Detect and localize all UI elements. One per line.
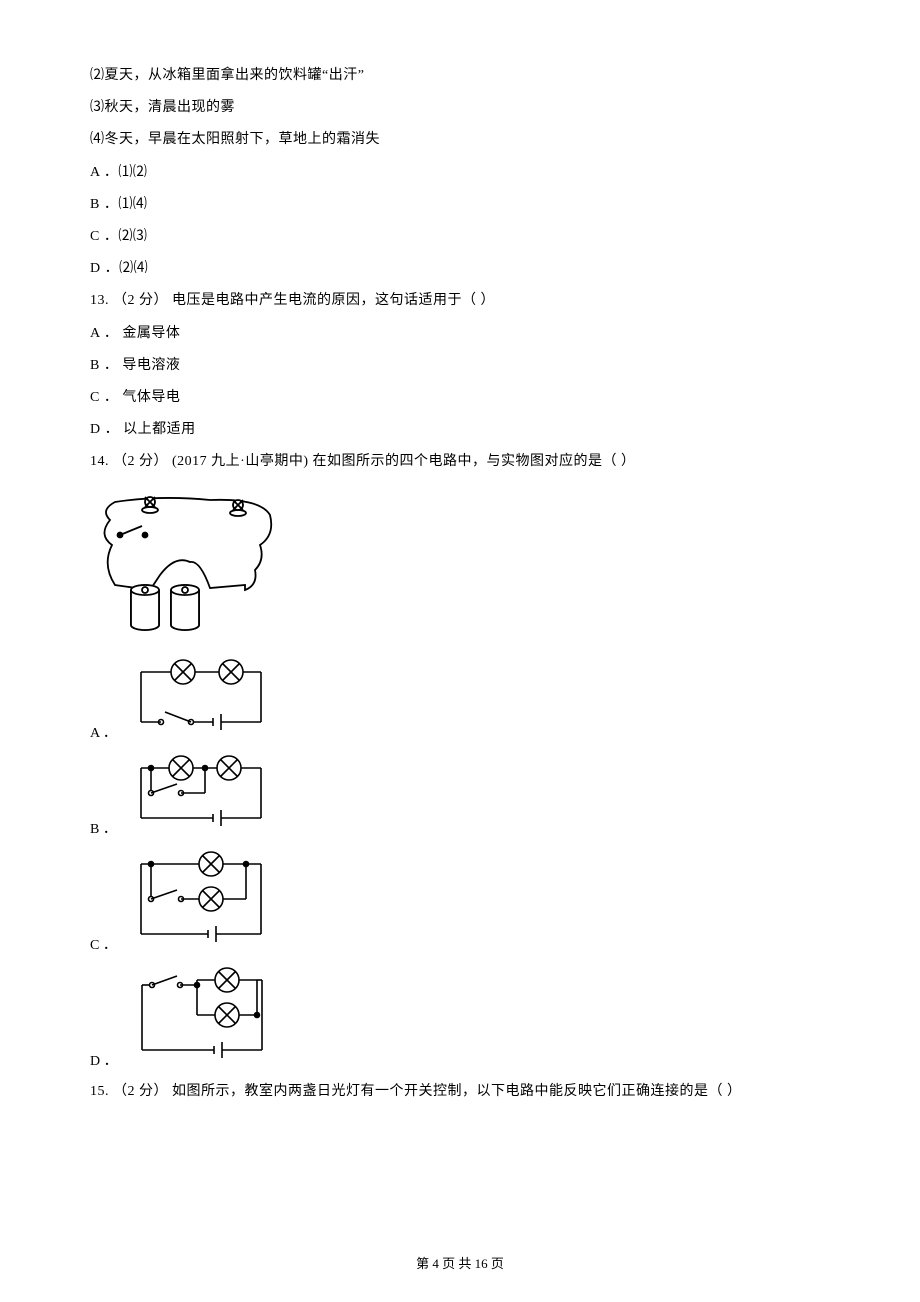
statement-3: ⑶秋天，清晨出现的雾 bbox=[90, 92, 830, 124]
q14-option-c-label: C ． bbox=[90, 934, 117, 954]
q12-option-c: C ．⑵⑶ bbox=[90, 221, 830, 253]
q14-option-b-row: B ． bbox=[90, 748, 830, 838]
q14-option-b-label: B ． bbox=[90, 818, 117, 838]
q14-option-c-row: C ． bbox=[90, 844, 830, 954]
statement-2: ⑵夏天，从冰箱里面拿出来的饮料罐“出汗” bbox=[90, 60, 830, 92]
q13-option-d: D ． 以上都适用 bbox=[90, 414, 830, 446]
q14-option-a-label: A ． bbox=[90, 722, 117, 742]
q14-option-a-row: A ． bbox=[90, 652, 830, 742]
physical-circuit-diagram bbox=[90, 490, 830, 640]
circuit-diagram-a bbox=[121, 652, 281, 742]
q13-option-b: B ． 导电溶液 bbox=[90, 350, 830, 382]
q12-option-a: A ．⑴⑵ bbox=[90, 157, 830, 189]
question-15: 15. （2 分） 如图所示，教室内两盏日光灯有一个开关控制，以下电路中能反映它… bbox=[90, 1076, 830, 1108]
circuit-diagram-d bbox=[122, 960, 282, 1070]
statement-4: ⑷冬天，早晨在太阳照射下，草地上的霜消失 bbox=[90, 124, 830, 156]
q13-option-c: C ． 气体导电 bbox=[90, 382, 830, 414]
q14-option-d-row: D ． bbox=[90, 960, 830, 1070]
circuit-diagram-b bbox=[121, 748, 281, 838]
question-14: 14. （2 分） (2017 九上·山亭期中) 在如图所示的四个电路中，与实物… bbox=[90, 446, 830, 478]
q12-option-b: B ．⑴⑷ bbox=[90, 189, 830, 221]
circuit-diagram-c bbox=[121, 844, 281, 954]
q12-option-d: D ．⑵⑷ bbox=[90, 253, 830, 285]
question-13: 13. （2 分） 电压是电路中产生电流的原因，这句话适用于（ ） bbox=[90, 285, 830, 317]
q14-option-d-label: D ． bbox=[90, 1050, 118, 1070]
q13-option-a: A ． 金属导体 bbox=[90, 318, 830, 350]
page-footer: 第 4 页 共 16 页 bbox=[0, 1253, 920, 1272]
